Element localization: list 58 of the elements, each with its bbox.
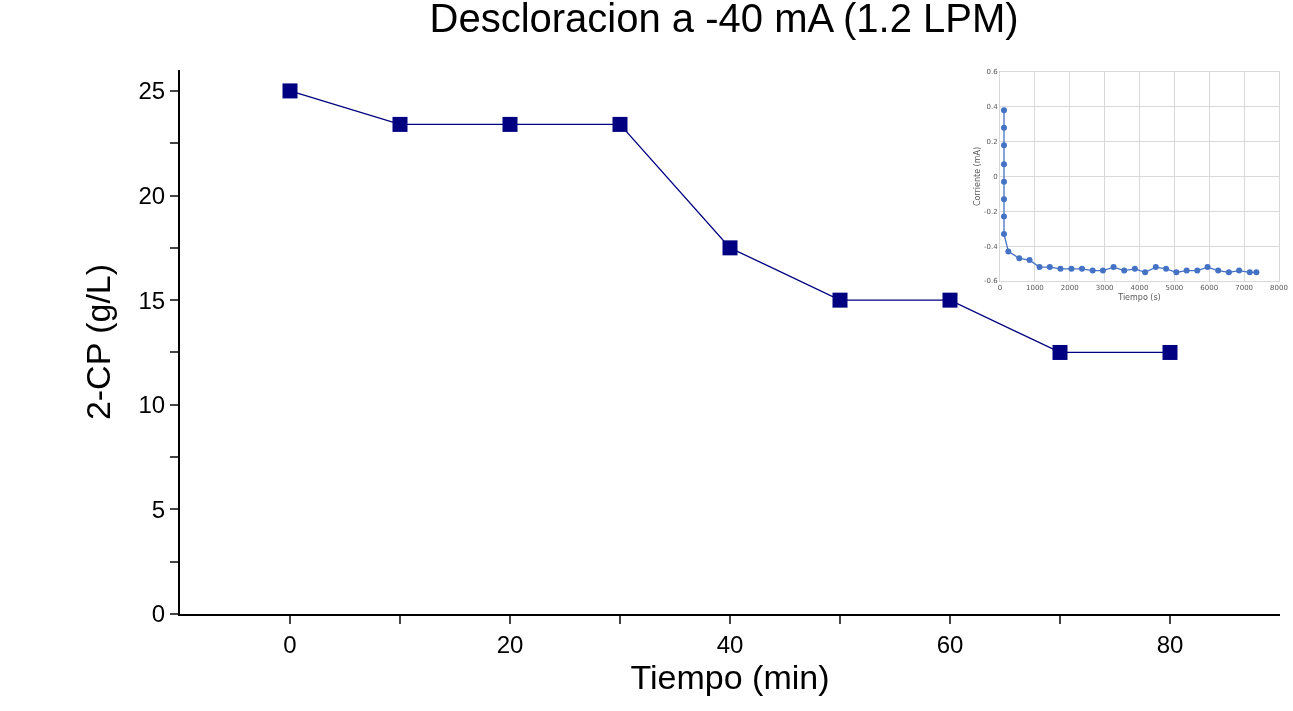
- point: [722, 240, 738, 256]
- point: [1253, 269, 1260, 276]
- point: [392, 116, 408, 132]
- x-tick-label: 60: [936, 630, 964, 658]
- point: [1000, 161, 1007, 168]
- point: [1131, 265, 1138, 272]
- y-tick-label: 0: [151, 600, 166, 628]
- point: [1005, 248, 1012, 255]
- point: [1110, 264, 1117, 271]
- x-tick-label: 0: [283, 630, 297, 658]
- point: [1000, 142, 1007, 149]
- point: [1079, 265, 1086, 272]
- point: [282, 83, 298, 99]
- x-axis-title: Tiempo (s): [1117, 292, 1161, 302]
- point: [1142, 269, 1149, 276]
- x-tick-label: 80: [1156, 630, 1184, 658]
- point: [1099, 267, 1106, 274]
- point: [1000, 213, 1007, 220]
- point: [612, 116, 628, 132]
- point: [1194, 267, 1201, 274]
- point: [1068, 265, 1075, 272]
- point: [1000, 107, 1007, 114]
- point: [1026, 257, 1033, 264]
- point: [1246, 269, 1253, 276]
- point: [1215, 267, 1222, 274]
- point: [1152, 264, 1159, 271]
- point: [1236, 267, 1243, 274]
- point: [1225, 269, 1232, 276]
- point: [1089, 267, 1096, 274]
- point: [1036, 264, 1043, 271]
- y-tick-label: 10: [138, 391, 166, 419]
- x-axis-title: Tiempo (min): [630, 657, 830, 696]
- point: [1057, 265, 1064, 272]
- y-tick-label: 5: [151, 495, 166, 523]
- chart-title: Descloracion a -40 mA (1.2 LPM): [429, 0, 1019, 40]
- point: [502, 116, 518, 132]
- point: [1183, 267, 1190, 274]
- point: [942, 292, 958, 308]
- point: [1000, 196, 1007, 203]
- point: [1000, 178, 1007, 185]
- point: [1016, 255, 1023, 262]
- y-axis-title: Corriente (mA): [972, 146, 982, 207]
- y-tick-label: 15: [138, 286, 166, 314]
- point: [1204, 264, 1211, 271]
- point: [1000, 230, 1007, 237]
- point: [1052, 344, 1068, 360]
- point: [1163, 265, 1170, 272]
- y-axis-title: 2-CP (g/L): [78, 263, 117, 421]
- point: [1173, 269, 1180, 276]
- point: [1162, 344, 1178, 360]
- point: [1046, 264, 1053, 271]
- y-tick-label: 20: [138, 181, 166, 209]
- point: [832, 292, 848, 308]
- x-tick-label: 40: [716, 630, 744, 658]
- point: [1000, 124, 1007, 131]
- x-tick-label: 20: [496, 630, 524, 658]
- y-tick-label: 25: [138, 77, 166, 105]
- point: [1121, 267, 1128, 274]
